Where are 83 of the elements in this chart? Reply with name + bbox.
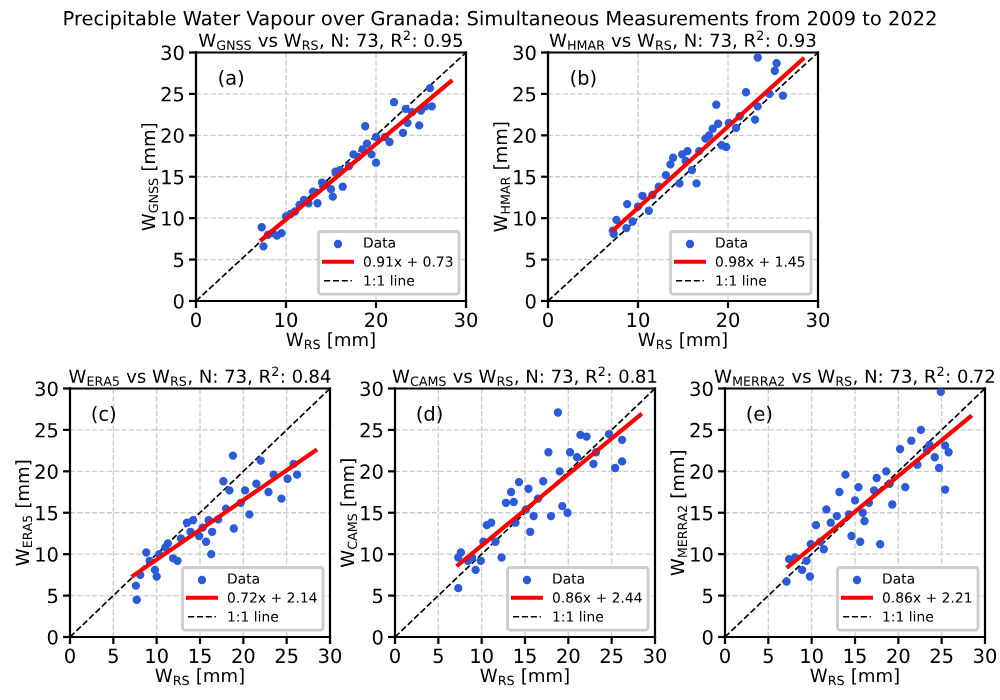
y-axis-title: W$_{GNSS}$ [mm]: [141, 123, 159, 231]
y-tick-label: 30: [360, 381, 383, 397]
y-tick-label: 25: [35, 422, 58, 438]
y-tick-label: 5: [373, 588, 383, 604]
x-tick-label: 5: [763, 648, 773, 664]
annotation: (d): [417, 405, 442, 424]
y-tick-label: 5: [703, 588, 713, 604]
x-tick-label: 0: [390, 648, 400, 664]
x-tick-label: 0: [543, 312, 553, 328]
y-tick-label: 10: [361, 547, 383, 562]
x-axis-title: W$_{RS}$ [mm]: [286, 332, 375, 350]
chart-title: W$_{GNSS}$ vs W$_{RS}$, N: 73, R$^{2}$: 0.95: [198, 30, 462, 50]
y-tick-label: 15: [514, 169, 536, 185]
y-axis-title: W$_{CAMS}$ [mm]: [340, 459, 358, 568]
y-tick-label: 5: [174, 252, 184, 268]
y-tick-label: 30: [35, 381, 58, 397]
annotation: (a): [219, 69, 244, 88]
x-axis-title: W$_{RS}$ [mm]: [155, 668, 244, 686]
x-tick-label: 30: [644, 648, 667, 664]
x-tick-label: 5: [108, 648, 118, 664]
x-tick-label: 0: [720, 648, 730, 664]
y-tick-label: 0: [47, 629, 58, 645]
x-axis-title: W$_{RS}$ [mm]: [638, 332, 727, 350]
chart-title: W$_{HMAR}$ vs W$_{RS}$, N: 73, R$^{2}$: 0.93: [549, 30, 816, 50]
y-tick-label: 0: [525, 293, 536, 309]
x-tick-label: 20: [887, 648, 910, 664]
x-tick-label: 30: [974, 648, 997, 664]
x-tick-label: 10: [275, 312, 298, 328]
x-tick-label: 10: [146, 648, 168, 664]
y-axis-title: W$_{HMAR}$ [mm]: [493, 122, 510, 232]
annotation: (c): [92, 405, 115, 424]
y-tick-label: 25: [690, 422, 713, 438]
annotation: (e): [747, 405, 772, 424]
chart-title: W$_{CAMS}$ vs W$_{RS}$, N: 73, R$^{2}$: 0.81: [392, 366, 657, 386]
y-tick-label: 5: [526, 252, 536, 268]
chart-title: W$_{ERA5}$ vs W$_{RS}$, N: 73, R$^{2}$: 0.84: [69, 366, 331, 386]
y-tick-label: 5: [48, 588, 58, 604]
y-tick-label: 30: [690, 381, 713, 397]
y-tick-label: 20: [360, 464, 383, 479]
x-tick-label: 30: [455, 312, 478, 328]
y-tick-label: 25: [513, 86, 536, 102]
x-tick-label: 0: [65, 648, 75, 664]
x-tick-label: 20: [557, 648, 580, 664]
x-tick-label: 10: [471, 648, 493, 664]
x-tick-label: 25: [275, 648, 298, 664]
y-tick-label: 15: [691, 505, 713, 521]
x-tick-label: 0: [191, 312, 201, 328]
y-tick-label: 20: [35, 464, 58, 479]
y-tick-label: 0: [173, 293, 184, 309]
x-tick-label: 15: [189, 648, 211, 664]
y-tick-label: 25: [161, 86, 184, 102]
y-tick-label: 0: [372, 629, 383, 645]
x-tick-label: 25: [600, 648, 623, 664]
y-axis-title: W$_{MERRA2}$ [mm]: [670, 451, 687, 576]
x-tick-label: 20: [232, 648, 255, 664]
y-tick-label: 10: [514, 211, 536, 226]
y-tick-label: 10: [162, 211, 184, 226]
annotation: (b): [571, 69, 596, 88]
y-tick-label: 0: [702, 629, 713, 645]
x-tick-label: 5: [433, 648, 443, 664]
chart-title: W$_{MERRA2}$ vs W$_{RS}$, N: 73, R$^{2}$: 0.72: [714, 366, 994, 386]
x-tick-label: 30: [807, 312, 830, 328]
y-tick-label: 25: [360, 422, 383, 438]
x-tick-label: 10: [801, 648, 823, 664]
y-tick-label: 20: [690, 464, 713, 479]
y-tick-label: 30: [513, 45, 536, 61]
x-tick-label: 30: [319, 648, 342, 664]
x-axis-title: W$_{RS}$ [mm]: [480, 668, 569, 686]
x-tick-label: 15: [844, 648, 866, 664]
x-axis-title: W$_{RS}$ [mm]: [810, 668, 899, 686]
y-tick-label: 10: [36, 547, 58, 562]
x-tick-label: 20: [717, 312, 740, 328]
y-tick-label: 15: [36, 505, 58, 521]
y-axis-title: W$_{ERA5}$ [mm]: [15, 460, 33, 566]
y-tick-label: 30: [161, 45, 184, 61]
text: Precipitable Water Vapour over Granada: Simultaneous Measurements from 2009 to 2022: [64, 10, 936, 30]
y-tick-label: 20: [161, 128, 184, 143]
y-tick-label: 15: [162, 169, 184, 185]
y-tick-label: 10: [691, 547, 713, 562]
x-tick-label: 25: [930, 648, 953, 664]
y-tick-label: 20: [513, 128, 536, 143]
x-tick-label: 10: [627, 312, 650, 328]
y-tick-label: 15: [361, 505, 383, 521]
